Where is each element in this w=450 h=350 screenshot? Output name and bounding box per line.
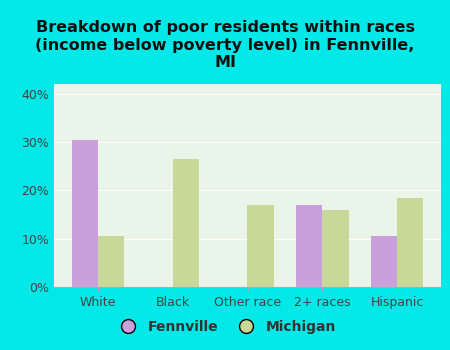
Text: Breakdown of poor residents within races
(income below poverty level) in Fennvil: Breakdown of poor residents within races… xyxy=(35,20,415,70)
Bar xyxy=(322,210,349,287)
Bar xyxy=(72,140,98,287)
Bar xyxy=(98,236,124,287)
Bar xyxy=(397,198,423,287)
Legend: Fennville, Michigan: Fennville, Michigan xyxy=(108,314,342,340)
Bar xyxy=(296,205,322,287)
Bar xyxy=(371,236,397,287)
Bar xyxy=(248,205,274,287)
Bar xyxy=(173,159,199,287)
